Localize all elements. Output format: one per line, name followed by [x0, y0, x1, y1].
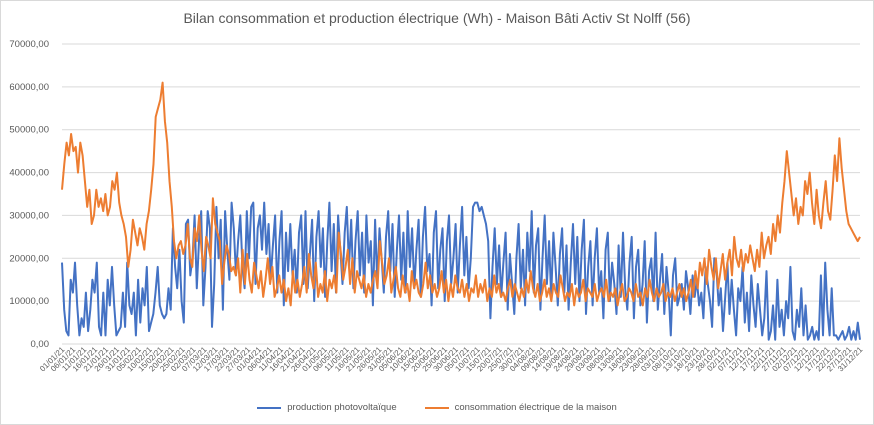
gridlines	[62, 43, 860, 345]
legend-item-production: production photovoltaïque	[257, 402, 397, 413]
legend-item-consumption: consommation électrique de la maison	[424, 402, 617, 413]
y-tick-label: 30000,00	[9, 210, 49, 221]
y-axis-ticks: 0,00 10000,00 20000,00 30000,00 40000,00 5000…	[9, 39, 49, 350]
y-tick-label: 10000,00	[9, 296, 49, 307]
chart-title: Bilan consommation et production électri…	[183, 10, 691, 26]
y-tick-label: 50000,00	[9, 125, 49, 136]
series-line-production	[61, 201, 861, 341]
legend-swatch-production	[257, 406, 282, 409]
series-line-consumption	[61, 81, 861, 307]
legend-swatch-consumption	[424, 406, 449, 409]
legend: production photovoltaïque consommation é…	[0, 402, 874, 413]
y-tick-label: 20000,00	[9, 253, 49, 264]
series-lines	[61, 81, 861, 341]
x-axis-ticks: 01/01/2106/01/2111/01/2116/01/2121/01/21…	[38, 345, 865, 374]
y-tick-label: 70000,00	[9, 39, 49, 50]
y-tick-label: 60000,00	[9, 82, 49, 93]
legend-label-production: production photovoltaïque	[287, 402, 397, 413]
y-tick-label: 0,00	[31, 339, 50, 350]
y-tick-label: 40000,00	[9, 168, 49, 179]
legend-label-consumption: consommation électrique de la maison	[454, 402, 617, 413]
